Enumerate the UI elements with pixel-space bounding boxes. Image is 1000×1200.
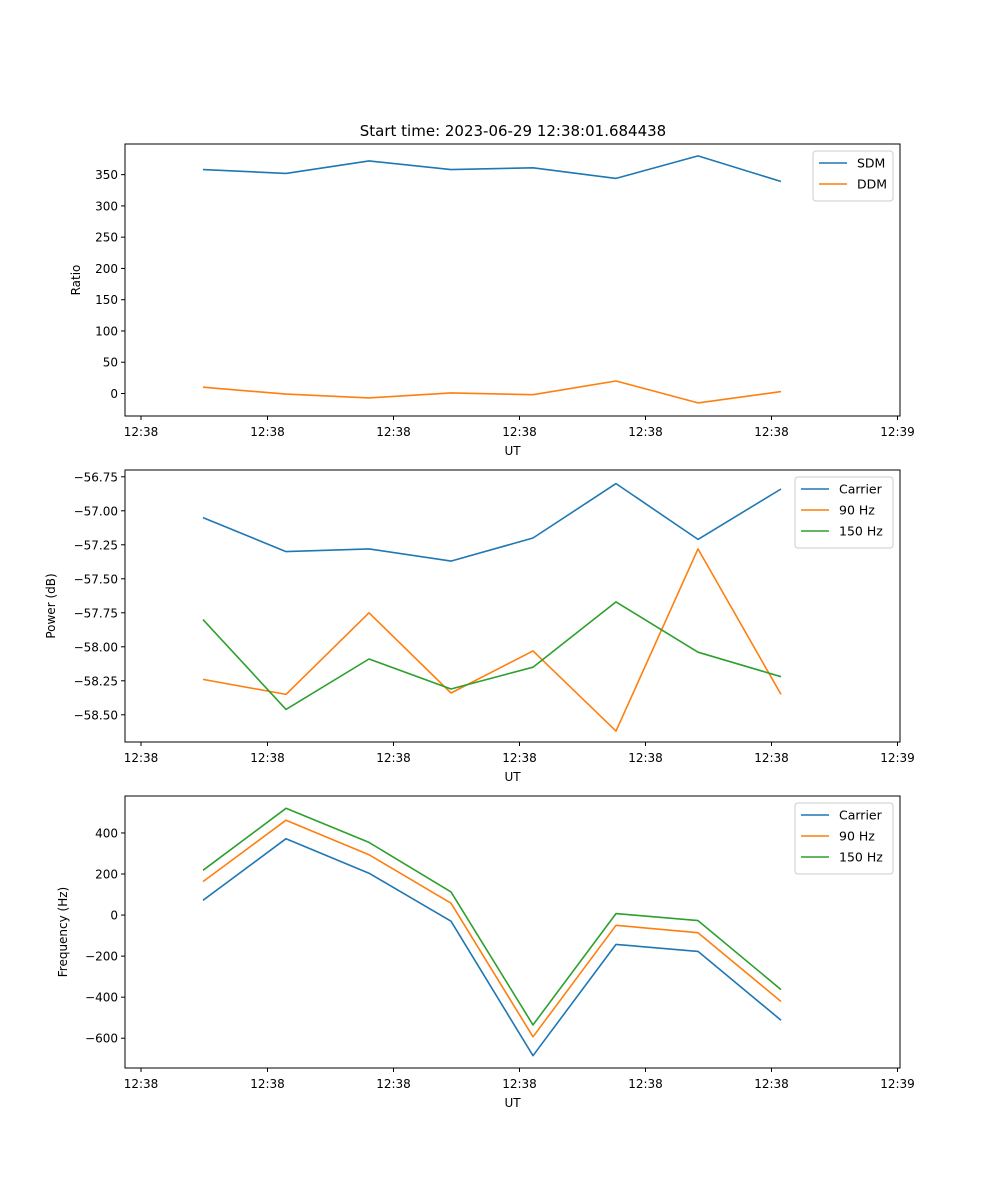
y-tick-label: −200 [85,950,118,964]
y-tick-label: 250 [95,231,118,245]
x-tick-label: 12:38 [502,425,537,439]
panel-3: −600 −400 −200 0 200 400 12:38 12:38 12:38 12:38 1… [56,795,915,1110]
plot-frame [124,469,901,743]
series-line-carrier [202,482,782,562]
x-tick-label: 12:38 [124,425,159,439]
x-tick-label: 12:38 [376,751,411,765]
x-tick-label: 12:38 [628,751,663,765]
y-tick-label: −58.50 [74,708,118,722]
x-tick-label: 12:39 [880,751,915,765]
series-line-150-hz [202,807,782,1026]
y-tick-label: 100 [95,324,118,338]
y-tick-label: −58.25 [74,674,118,688]
legend: Carrier 90 Hz 150 Hz [794,476,894,549]
legend-label: DDM [857,177,887,192]
plot-frame [124,795,901,1069]
legend-label: 150 Hz [839,850,883,865]
x-tick-label: 12:38 [754,425,789,439]
x-tick-label: 12:39 [880,425,915,439]
y-tick-label: −57.50 [74,572,118,586]
legend: SDM DDM [812,150,894,202]
x-tick-label: 12:38 [376,1077,411,1091]
plot-frame [124,143,901,417]
x-tick-label: 12:38 [502,1077,537,1091]
x-tick-label: 12:38 [124,1077,159,1091]
y-tick-label: 50 [103,356,118,370]
y-tick-label: 0 [110,909,118,923]
y-tick-label: −58.00 [74,640,118,654]
legend-label: 150 Hz [839,524,883,539]
x-axis-label: UT [504,444,521,458]
legend-label: 90 Hz [839,503,875,518]
x-tick-label: 12:38 [250,1077,285,1091]
legend-label: Carrier [839,808,883,823]
y-axis-label: Power (dB) [44,573,58,638]
panel-1: 0 50 100 150 200 250 300 350 12:38 12:38 12:38 12:3… [69,143,915,458]
x-tick-label: 12:38 [250,425,285,439]
legend-label: SDM [857,156,885,171]
y-tick-label: 400 [95,826,118,840]
y-axis-label: Frequency (Hz) [56,887,70,978]
y-tick-label: 300 [95,199,118,213]
x-tick-label: 12:38 [754,751,789,765]
y-tick-label: −57.75 [74,606,118,620]
panel-2: −58.50 −58.25 −58.00 −57.75 −57.50 −57.25 −57.… [44,469,915,784]
series-line-90-hz [202,548,782,732]
x-axis-label: UT [504,1096,521,1110]
x-tick-label: 12:38 [754,1077,789,1091]
chart-title: Start time: 2023-06-29 12:38:01.684438 [360,122,666,140]
series-line-sdm [202,155,782,183]
y-tick-label: 200 [95,868,118,882]
y-tick-label: −400 [85,991,118,1005]
series-line-ddm [202,380,782,404]
y-tick-label: −57.25 [74,538,118,552]
series-line-150-hz [202,601,782,711]
x-tick-label: 12:38 [250,751,285,765]
y-tick-label: −57.00 [74,504,118,518]
series-line-carrier [202,837,782,1057]
y-tick-label: 350 [95,168,118,182]
series-line-90-hz [202,819,782,1038]
y-tick-label: 0 [110,387,118,401]
y-tick-label: 150 [95,293,118,307]
x-tick-label: 12:38 [628,1077,663,1091]
x-axis-label: UT [504,770,521,784]
x-tick-label: 12:38 [376,425,411,439]
legend-label: 90 Hz [839,829,875,844]
legend-label: Carrier [839,482,883,497]
x-tick-label: 12:38 [628,425,663,439]
y-tick-label: −56.75 [74,470,118,484]
y-axis-label: Ratio [69,265,83,296]
x-tick-label: 12:38 [124,751,159,765]
y-tick-label: 200 [95,262,118,276]
y-tick-label: −600 [85,1032,118,1046]
x-tick-label: 12:39 [880,1077,915,1091]
x-tick-label: 12:38 [502,751,537,765]
legend: Carrier 90 Hz 150 Hz [794,802,894,875]
